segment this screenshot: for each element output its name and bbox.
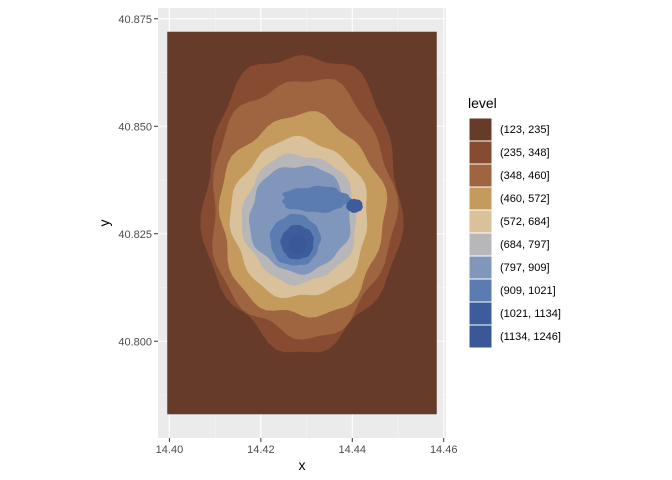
legend-label: (1021, 1134]: [500, 308, 561, 320]
x-tick-label: 14.42: [247, 444, 275, 456]
legend-swatch: [468, 140, 493, 165]
contour-band: [346, 198, 363, 213]
legend-swatch: [468, 117, 493, 142]
legend-label: (235, 348]: [500, 147, 550, 159]
x-axis-title: x: [299, 457, 306, 473]
legend-swatch: [468, 209, 493, 234]
legend-label: (348, 460]: [500, 170, 550, 182]
legend-swatch: [468, 278, 493, 303]
contour-band: [281, 185, 353, 213]
x-tick-label: 14.44: [339, 444, 367, 456]
legend-label: (909, 1021]: [500, 285, 556, 297]
legend-title: level: [468, 95, 497, 111]
legend-swatch: [468, 324, 493, 349]
x-axis-ticks: 14.40 14.42 14.44 14.46: [156, 438, 458, 456]
y-tick-label: 40.825: [118, 229, 152, 241]
x-tick-label: 14.46: [430, 444, 458, 456]
legend-label: (123, 235]: [500, 124, 550, 136]
legend-swatch: [468, 163, 493, 188]
y-axis-ticks: 40.800 40.825 40.850 40.875: [118, 14, 158, 348]
y-axis-title: y: [96, 220, 112, 227]
y-tick-label: 40.850: [118, 121, 152, 133]
legend-label: (460, 572]: [500, 193, 550, 205]
x-tick-label: 14.40: [156, 444, 184, 456]
legend-swatch: [468, 255, 493, 280]
y-tick-label: 40.875: [118, 14, 152, 26]
legend-label: (684, 797]: [500, 239, 550, 251]
legend-swatch: [468, 301, 493, 326]
legend-label: (797, 909]: [500, 262, 550, 274]
legend: level (123, 235] (235, 348] (348, 460] (460…: [468, 95, 561, 349]
contour-band: [288, 235, 307, 255]
legend-label: (1134, 1246]: [500, 331, 561, 343]
contour-bands: [167, 31, 437, 415]
legend-swatch: [468, 186, 493, 211]
legend-swatch: [468, 232, 493, 257]
contour-fill-group: [167, 31, 437, 415]
y-tick-label: 40.800: [118, 336, 152, 348]
legend-label: (572, 684]: [500, 216, 550, 228]
